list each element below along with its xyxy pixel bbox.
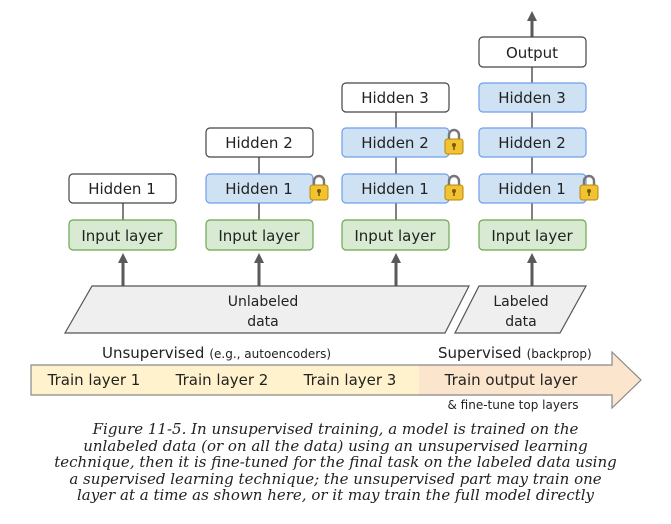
stack-column-1: Input layer Hidden 1 <box>68 173 177 286</box>
hidden-1-label: Hidden 1 <box>225 180 293 198</box>
labeled-data-label-line2: data <box>505 314 537 330</box>
caption-line: unlabeled data (or on all the data) usin… <box>83 436 588 455</box>
input-layer-label: Input layer <box>218 227 300 245</box>
supervised-timeline-segment <box>419 352 641 408</box>
hidden-2-label: Hidden 2 <box>225 134 293 152</box>
hidden-2-label: Hidden 2 <box>361 134 429 152</box>
hidden-1-box <box>68 173 177 204</box>
input-layer-label: Input layer <box>491 227 573 245</box>
labeled-data-block: Labeled data <box>454 285 588 334</box>
unsupervised-phase-label: Unsupervised (e.g., autoencoders) <box>102 344 331 362</box>
step-train-layer-3: Train layer 3 <box>303 371 397 389</box>
input-layer-box <box>205 219 314 251</box>
input-layer-box <box>68 219 177 251</box>
stack-column-2: Input layer Hidden 1 Hidden 2 <box>205 127 330 286</box>
fine-tune-note: & fine-tune top layers <box>448 398 579 412</box>
caption-line: layer at a time as shown here, or it may… <box>76 486 595 505</box>
hidden-3-label: Hidden 3 <box>498 89 566 107</box>
input-layer-label: Input layer <box>81 227 163 245</box>
output-layer-box <box>478 36 587 68</box>
caption-line: Figure 11-5. In unsupervised training, a… <box>92 420 579 438</box>
training-timeline-arrow: Train layer 1 Train layer 2 Train layer … <box>30 350 642 410</box>
input-layer-box <box>341 219 450 251</box>
hidden-1-label: Hidden 1 <box>88 180 156 198</box>
caption-line: a supervised learning technique; the uns… <box>69 469 602 488</box>
stack-column-4: Input layer Hidden 1 Hidden 2 Hidden 3 O… <box>478 11 600 286</box>
hidden-3-box <box>478 82 587 113</box>
stack-column-3: Input layer Hidden 1 Hidden 2 Hidden 3 <box>341 82 465 286</box>
step-train-layer-2: Train layer 2 <box>175 371 269 389</box>
step-train-layer-1: Train layer 1 <box>47 371 141 389</box>
caption-line: technique, then it is fine-tuned for the… <box>54 453 617 472</box>
hidden-2-box <box>478 127 587 158</box>
hidden-3-box <box>341 82 450 113</box>
unlabeled-data-label-line2: data <box>247 314 279 330</box>
unlabeled-data-block: Unlabeled data <box>63 285 470 334</box>
supervised-phase-label: Supervised (backprop) <box>438 344 592 362</box>
hidden-1-label: Hidden 1 <box>498 180 566 198</box>
hidden-3-label: Hidden 3 <box>361 89 429 107</box>
unsupervised-timeline-segment <box>31 365 419 395</box>
hidden-2-label: Hidden 2 <box>498 134 566 152</box>
hidden-1-label: Hidden 1 <box>361 180 429 198</box>
output-layer-label: Output <box>506 44 558 62</box>
figure-caption: Figure 11-5. In unsupervised training, a… <box>0 421 671 504</box>
hidden-2-box <box>205 127 314 158</box>
labeled-data-label-line1: Labeled <box>493 294 548 310</box>
step-train-output-layer: Train output layer <box>444 371 578 389</box>
input-layer-box <box>478 219 587 251</box>
input-layer-label: Input layer <box>354 227 436 245</box>
unlabeled-data-label-line1: Unlabeled <box>228 294 298 310</box>
